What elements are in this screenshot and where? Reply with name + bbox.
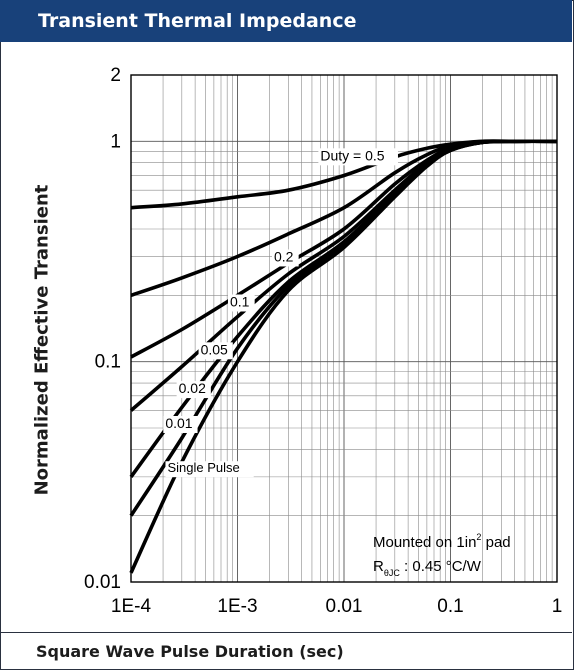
series-label: 0.1 [230,293,250,309]
y-tick-label: 0.01 [84,572,121,593]
x-axis-label: Square Wave Pulse Duration (sec) [36,642,344,661]
series-labels: Duty = 0.5 0.2 0.1 0.05 0.02 0.01 Single Pulse [163,147,398,478]
footer-bar: Square Wave Pulse Duration (sec) [0,632,572,671]
series-label: 0.2 [274,248,294,264]
series-label: 0.05 [201,341,228,357]
r-value: : 0.45 °C/W [400,558,482,575]
r-main: R [373,558,384,575]
chart-area: 1E-4 1E-3 0.01 0.1 1 0.01 0.1 1 2 Duty = 0.5 0.2 0… [0,42,572,634]
series-label-bg [165,461,254,478]
mounted-text: Mounted on 1in [373,534,476,551]
series-label: Duty = 0.5 [320,147,384,163]
series-label-bg [198,342,233,360]
mounted-sup: 2 [476,532,481,542]
series-label-bg [163,415,198,433]
x-tick-label: 1 [552,596,563,617]
tick-labels: 1E-4 1E-3 0.01 0.1 1 0.01 0.1 1 2 [84,65,562,617]
mounted-tail: pad [481,534,510,551]
series-label-bg [176,381,211,399]
y-tick-label: 1 [110,131,121,152]
series-label: 0.02 [179,380,206,396]
page-title: Transient Thermal Impedance [38,10,357,32]
y-axis-label: Normalized Effective Transient [31,184,53,496]
series-label: 0.01 [165,415,192,431]
x-tick-label: 0.01 [326,596,363,617]
series-label-bg [318,148,398,166]
svg-text:RθJC : 0.45 °C/W: RθJC : 0.45 °C/W [373,558,482,578]
chart-svg: 1E-4 1E-3 0.01 0.1 1 0.01 0.1 1 2 Duty = 0.5 0.2 0… [84,65,562,617]
y-tick-label: 2 [110,65,121,86]
x-tick-label: 1E-3 [217,596,257,617]
series-label: Single Pulse [167,460,239,475]
plot-border [130,74,558,583]
series-label-bg [271,249,299,267]
series-line [129,139,558,574]
svg-text:Mounted on 1in2 pad: Mounted on 1in2 pad [373,532,511,551]
y-tick-label: 0.1 [95,352,121,373]
r-sub: θJC [384,568,401,578]
mounted-annotation: Mounted on 1in2 pad RθJC : 0.45 °C/W [373,532,511,578]
header-bar: Transient Thermal Impedance [0,0,572,42]
x-tick-label: 0.1 [437,596,463,617]
x-tick-label: 1E-4 [111,596,152,617]
series-label-bg [227,294,255,312]
